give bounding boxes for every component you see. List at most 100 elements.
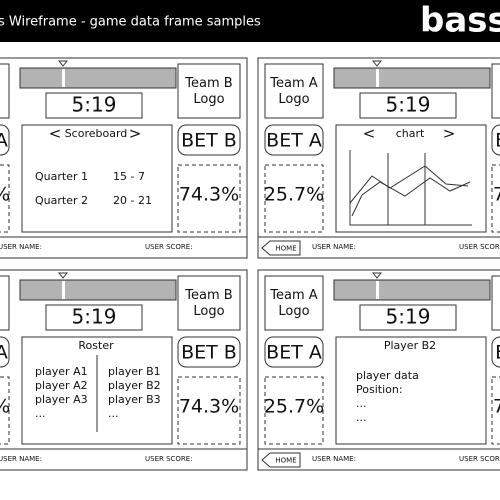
user-score-label: USER SCORE:: [459, 243, 500, 251]
bet-a-button[interactable]: [0, 336, 10, 368]
user-score-label: USER SCORE:: [459, 455, 500, 463]
roster-player: player A2: [35, 379, 88, 392]
bet-b-label: BET B: [181, 342, 237, 364]
team-b-logo-box: [177, 63, 241, 119]
next-arrow[interactable]: >: [129, 125, 142, 143]
user-name-label: USER NAME:: [0, 243, 42, 251]
bet-b-label: BET B: [181, 130, 237, 152]
percent-b: 74.3%: [493, 396, 500, 418]
progress-divider: [376, 69, 379, 87]
team-logo-text: Team A Logo: [269, 76, 317, 107]
percent-a: 25.7%: [0, 396, 10, 418]
user-name-label: USER NAME:: [312, 455, 356, 463]
user-name-label: USER NAME:: [0, 455, 42, 463]
bet-b-button[interactable]: [491, 124, 500, 156]
content-title: chart: [396, 127, 425, 140]
percent-b: 74.3%: [179, 184, 239, 206]
player-line: ...: [356, 397, 367, 410]
quarter-label: Quarter 1: [35, 170, 88, 183]
progress-divider: [62, 69, 65, 87]
prev-arrow[interactable]: <: [49, 125, 62, 143]
bet-a-button[interactable]: [264, 336, 324, 368]
progress-divider: [376, 281, 379, 299]
team-logo-text: Team A Logo: [269, 288, 317, 319]
user-score-label: USER SCORE:: [145, 455, 193, 463]
quarter-label: Quarter 2: [35, 194, 88, 207]
chart-gridlines: [387, 153, 426, 225]
roster-player: player A1: [35, 365, 88, 378]
time: 5:19: [72, 305, 117, 329]
team-b-logo-box: [491, 63, 500, 119]
team-b-logo-box: [177, 275, 241, 331]
roster-player: ...: [108, 407, 119, 420]
bet-b-label: BET B: [495, 130, 500, 152]
progress-bar: [19, 67, 177, 89]
percent-a-box: [264, 376, 324, 445]
time: 5:19: [72, 93, 117, 117]
home-button[interactable]: [261, 240, 301, 256]
quarter-score: 20 - 21: [113, 194, 152, 207]
chart-line: [351, 177, 471, 217]
percent-b: 74.3%: [179, 396, 239, 418]
percent-a: 25.7%: [264, 396, 324, 418]
bet-a-label: BET A: [266, 342, 322, 364]
home-label: HOME: [275, 245, 296, 253]
team-logo-text: Team B Logo: [184, 288, 232, 319]
home-button[interactable]: [261, 452, 301, 468]
time-box: [45, 304, 143, 331]
time: 5:19: [386, 305, 431, 329]
bar-marker: [371, 60, 383, 67]
content-box: [21, 124, 173, 233]
percent-b-box: [177, 164, 241, 233]
bet-a-button[interactable]: [0, 124, 10, 156]
bar-marker: [371, 272, 383, 279]
chart-line: [349, 165, 469, 204]
progress-bar: [333, 67, 491, 89]
user-score-label: USER SCORE:: [145, 243, 193, 251]
next-arrow[interactable]: >: [443, 125, 456, 143]
percent-b: 74.3%: [493, 184, 500, 206]
percent-a-box: [0, 164, 10, 233]
percent-b-box: [491, 376, 500, 445]
bet-b-button[interactable]: [177, 124, 241, 156]
bet-a-label: BET A: [266, 130, 322, 152]
player-line: Position:: [356, 383, 403, 396]
team-b-logo-box: [491, 275, 500, 331]
header-logo: bass: [420, 1, 500, 41]
bet-b-button[interactable]: [491, 336, 500, 368]
percent-a: 25.7%: [0, 184, 10, 206]
quarter-score: 15 - 7: [113, 170, 145, 183]
content-title: Player B2: [384, 339, 436, 352]
roster-player: player B2: [108, 379, 161, 392]
roster-player: player A3: [35, 393, 88, 406]
content-box: [335, 336, 487, 445]
header-bar: [0, 0, 500, 42]
content-title: Roster: [78, 339, 114, 352]
bet-b-label: BET B: [495, 342, 500, 364]
roster-player: player B1: [108, 365, 161, 378]
bet-a-label: BET A: [0, 130, 8, 152]
roster-player: player B3: [108, 393, 161, 406]
bet-a-label: BET A: [0, 342, 8, 364]
team-a-logo-box: [264, 275, 324, 331]
percent-a: 25.7%: [264, 184, 324, 206]
bet-a-button[interactable]: [264, 124, 324, 156]
percent-a-box: [264, 164, 324, 233]
progress-bar: [19, 279, 177, 301]
prev-arrow[interactable]: <: [363, 125, 376, 143]
team-a-logo-box: [0, 275, 10, 331]
bar-marker: [57, 60, 69, 67]
team-a-logo-box: [0, 63, 10, 119]
bet-b-button[interactable]: [177, 336, 241, 368]
home-label: HOME: [275, 457, 296, 465]
percent-a-box: [0, 376, 10, 445]
team-logo-text: Team B Logo: [184, 76, 232, 107]
time-box: [45, 92, 143, 119]
player-line: ...: [356, 411, 367, 424]
percent-b-box: [491, 164, 500, 233]
